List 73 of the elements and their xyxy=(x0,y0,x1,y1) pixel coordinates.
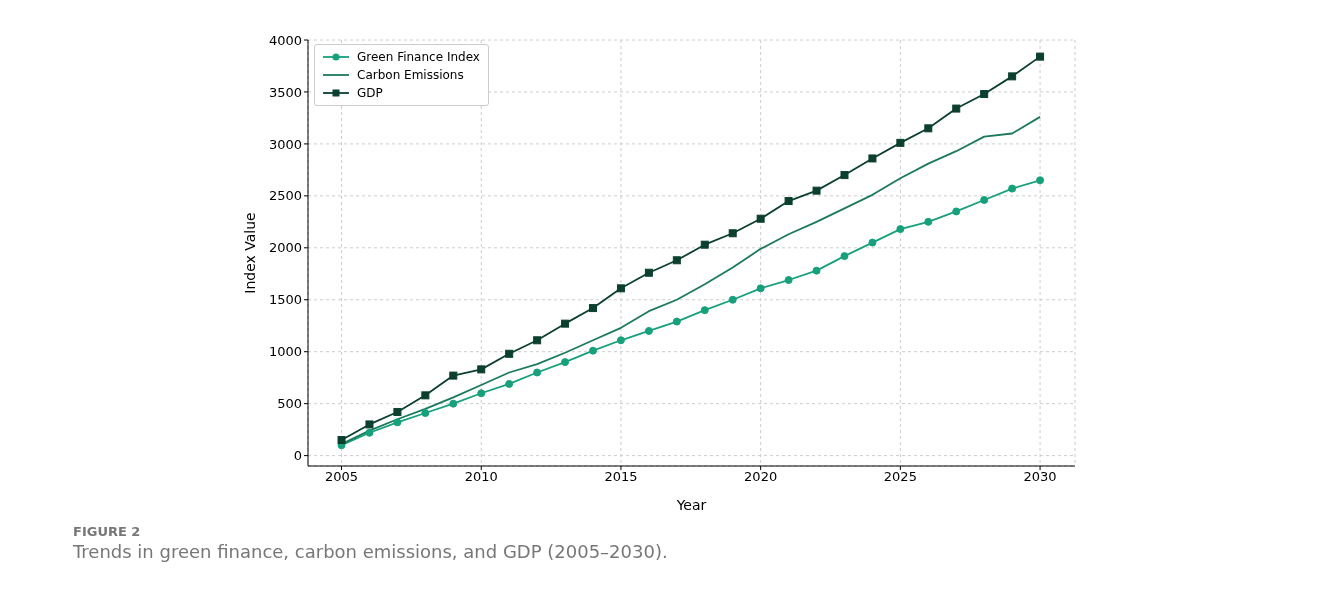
point xyxy=(1008,72,1017,81)
x-tick-label: 2030 xyxy=(1023,469,1057,485)
point xyxy=(616,284,625,293)
point xyxy=(644,326,653,335)
point xyxy=(840,252,849,261)
point xyxy=(672,317,681,326)
point xyxy=(533,368,542,377)
point xyxy=(589,346,598,355)
y-tick-label: 1000 xyxy=(268,344,302,360)
point xyxy=(365,428,374,437)
point xyxy=(868,238,877,247)
point xyxy=(700,306,709,315)
point xyxy=(1036,52,1045,61)
x-tick-label: 2005 xyxy=(324,469,359,485)
point xyxy=(393,418,402,427)
x-tick-label: 2020 xyxy=(744,469,778,485)
y-tick-label: 4000 xyxy=(268,32,302,48)
text: Trends in green finance, carbon emissions, and GDP (2005–2030). xyxy=(73,541,669,562)
point xyxy=(616,336,625,345)
point xyxy=(896,225,905,234)
point xyxy=(672,256,681,265)
x-tick-label: 2015 xyxy=(604,469,638,485)
point xyxy=(561,358,570,367)
point xyxy=(868,154,877,163)
point xyxy=(449,399,458,408)
x-tick-label: 2025 xyxy=(883,469,917,485)
point xyxy=(505,379,514,388)
y-tick-label: 0 xyxy=(293,448,302,464)
legend-label: Green Finance Index xyxy=(357,49,480,66)
y-tick-label: 2500 xyxy=(268,188,302,204)
point xyxy=(756,214,765,223)
point xyxy=(980,196,989,205)
point xyxy=(393,407,402,416)
point xyxy=(756,284,765,293)
point xyxy=(952,104,961,113)
point xyxy=(728,229,737,238)
point xyxy=(561,319,570,328)
legend-label: GDP xyxy=(357,85,383,102)
point xyxy=(952,207,961,216)
point xyxy=(896,138,905,147)
point xyxy=(449,371,458,380)
point xyxy=(477,389,486,398)
y-tick-label: 2000 xyxy=(268,240,302,256)
point xyxy=(840,171,849,180)
y-axis-title: Index Value xyxy=(241,212,258,294)
point xyxy=(421,409,430,418)
caption: FIGURE 2 xyxy=(73,524,142,539)
point xyxy=(1036,176,1045,185)
point xyxy=(533,336,542,345)
point xyxy=(644,268,653,277)
y-tick-label: 3000 xyxy=(268,136,302,152)
point xyxy=(812,266,821,275)
y-tick-label: 3500 xyxy=(268,84,302,100)
x-tick-label: 2010 xyxy=(464,469,498,485)
x-axis-title: Year xyxy=(675,497,707,513)
point xyxy=(589,304,598,313)
point xyxy=(980,90,989,99)
y-tick-label: 1500 xyxy=(268,292,302,308)
point xyxy=(812,186,821,195)
point xyxy=(365,420,374,429)
point xyxy=(784,197,793,206)
legend-label: Carbon Emissions xyxy=(357,67,464,84)
point xyxy=(700,240,709,249)
y-tick-label: 500 xyxy=(277,396,302,412)
point xyxy=(784,276,793,285)
point xyxy=(477,365,486,374)
point xyxy=(337,436,346,445)
point xyxy=(924,124,933,133)
point xyxy=(1008,184,1017,193)
point xyxy=(421,391,430,400)
point xyxy=(728,295,737,304)
point xyxy=(505,349,514,358)
point xyxy=(924,217,933,226)
